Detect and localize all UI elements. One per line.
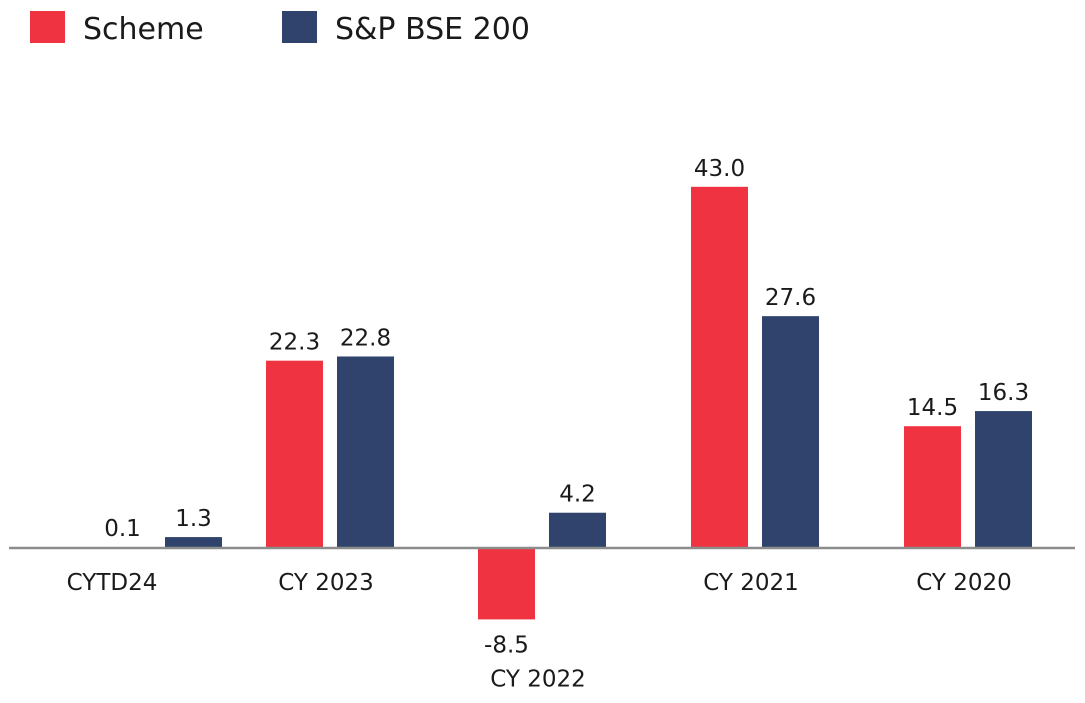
bar-s-p-bse-200-cy-2020 <box>975 411 1032 548</box>
bar-s-p-bse-200-cy-2023 <box>337 356 394 548</box>
bar-scheme-cy-2020 <box>904 426 961 548</box>
legend-label-scheme: Scheme <box>83 12 204 47</box>
bar-scheme-cy-2021 <box>691 186 748 549</box>
legend: Scheme S&P BSE 200 <box>30 11 530 47</box>
bar-s-p-bse-200-cytd24 <box>165 537 222 548</box>
value-label-s-p-bse-200-cy-2023: 22.8 <box>340 325 391 351</box>
legend-label-s-p-bse-200: S&P BSE 200 <box>335 12 530 47</box>
category-label-cy-2023: CY 2023 <box>278 570 374 596</box>
value-label-s-p-bse-200-cy-2020: 16.3 <box>978 380 1029 406</box>
bar-scheme-cy-2022 <box>478 548 535 620</box>
category-label-cy-2020: CY 2020 <box>916 570 1012 596</box>
bar-scheme-cy-2023 <box>266 360 323 548</box>
value-label-scheme-cy-2023: 22.3 <box>269 330 320 356</box>
legend-swatch-s-p-bse-200 <box>282 11 317 43</box>
value-label-s-p-bse-200-cytd24: 1.3 <box>175 506 212 532</box>
bar-s-p-bse-200-cy-2022 <box>549 512 606 548</box>
category-label-cy-2021: CY 2021 <box>703 570 799 596</box>
value-label-s-p-bse-200-cy-2021: 27.6 <box>765 285 816 311</box>
value-label-scheme-cy-2022: -8.5 <box>484 632 529 658</box>
category-label-cy-2022: CY 2022 <box>490 666 586 692</box>
bar-s-p-bse-200-cy-2021 <box>762 316 819 548</box>
legend-swatch-scheme <box>30 11 65 43</box>
data-labels: 0.1 1.3 22.3 22.8 -8.5 4.2 43.0 27.6 14.5 16.3 <box>104 156 1029 659</box>
value-label-scheme-cytd24: 0.1 <box>104 516 141 542</box>
value-label-scheme-cy-2020: 14.5 <box>907 395 958 421</box>
category-label-cytd24: CYTD24 <box>67 570 158 596</box>
x-axis: CYTD24 CY 2023 CY 2022 CY 2021 CY 2020 <box>9 546 1075 692</box>
value-label-s-p-bse-200-cy-2022: 4.2 <box>559 482 596 508</box>
value-label-scheme-cy-2021: 43.0 <box>694 156 745 182</box>
bars <box>94 186 1032 620</box>
